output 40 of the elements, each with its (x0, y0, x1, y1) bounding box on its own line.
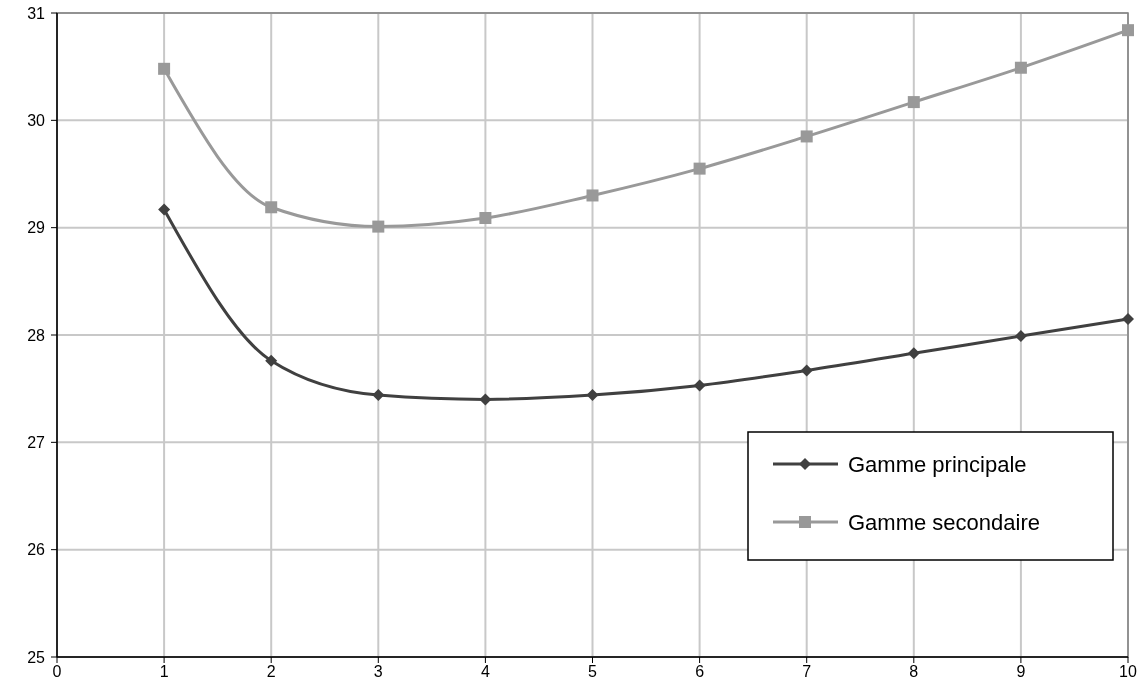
point (479, 212, 492, 225)
x-tick-label: 9 (1016, 663, 1026, 680)
point (800, 364, 813, 377)
point (693, 379, 706, 392)
point (1014, 330, 1027, 343)
point (1122, 24, 1134, 37)
x-tick-label: 2 (266, 663, 276, 680)
x-tick-label: 10 (1119, 663, 1137, 680)
point (907, 96, 920, 109)
point (265, 354, 278, 367)
x-tick-label: 3 (373, 663, 383, 680)
x-tick-label: 1 (159, 663, 169, 680)
point (372, 220, 385, 233)
y-tick-label: 31 (27, 4, 46, 22)
point (372, 389, 385, 402)
x-tick-label: 6 (695, 663, 705, 680)
x-tick-label: 5 (588, 663, 598, 680)
x-tick-label: 7 (802, 663, 812, 680)
point (586, 189, 599, 202)
x-tick-label: 0 (52, 663, 62, 680)
y-tick-label: 29 (27, 219, 46, 237)
point (158, 203, 171, 216)
legend-label: Gamme secondaire (848, 509, 1040, 535)
y-tick-label: 30 (27, 111, 46, 129)
y-tick-label: 26 (27, 541, 46, 559)
x-tick-label: 4 (480, 663, 490, 680)
point (693, 162, 706, 175)
y-tick-label: 28 (27, 326, 46, 344)
point (907, 347, 920, 360)
point (586, 389, 599, 402)
point (158, 62, 171, 75)
legend-label: Gamme principale (848, 451, 1027, 477)
point (479, 393, 492, 406)
y-tick-label: 25 (27, 648, 46, 666)
y-tick-label: 27 (27, 433, 46, 451)
point (1122, 312, 1134, 325)
x-tick-label: 8 (909, 663, 919, 680)
point (800, 130, 813, 143)
point (1014, 61, 1027, 74)
point (265, 201, 278, 214)
